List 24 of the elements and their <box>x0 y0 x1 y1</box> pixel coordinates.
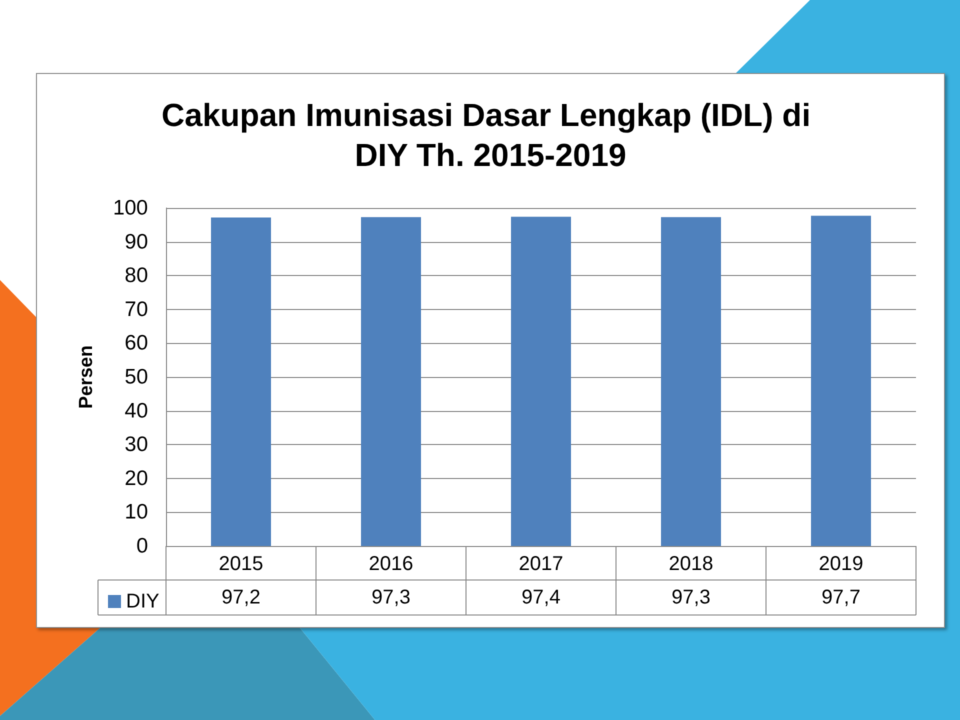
x-tick-label: 2019 <box>818 553 864 575</box>
y-tick-label: 50 <box>124 366 148 388</box>
data-label: 97,2 <box>222 586 260 608</box>
y-tick-label: 10 <box>124 500 148 524</box>
y-tick-label: 40 <box>124 399 148 422</box>
y-tick-label: 0 <box>136 534 148 558</box>
y-tick-label: 90 <box>124 230 148 254</box>
chart-title: Cakupan Imunisasi Dasar Lengkap (IDL) di DIY Th. 2015-2019 <box>162 97 820 173</box>
x-tick-label: 2016 <box>368 553 414 575</box>
x-tick-label: 2015 <box>218 553 264 575</box>
data-label: 97,3 <box>672 586 710 608</box>
data-label: 97,7 <box>822 586 860 608</box>
x-tick-label: 2018 <box>668 553 714 575</box>
data-label: 97,4 <box>522 586 560 608</box>
y-tick-label: 100 <box>112 196 148 220</box>
y-tick-label: 70 <box>124 298 148 321</box>
legend-label: DIY <box>126 590 160 612</box>
y-tick-label: 80 <box>124 264 148 288</box>
x-tick-label: 2017 <box>518 553 564 575</box>
y-tick-label: 20 <box>124 466 148 490</box>
y-axis-title: Persen <box>76 345 97 409</box>
data-label: 97,3 <box>372 586 410 608</box>
y-tick-label: 60 <box>124 332 148 355</box>
y-tick-label: 30 <box>124 433 148 456</box>
